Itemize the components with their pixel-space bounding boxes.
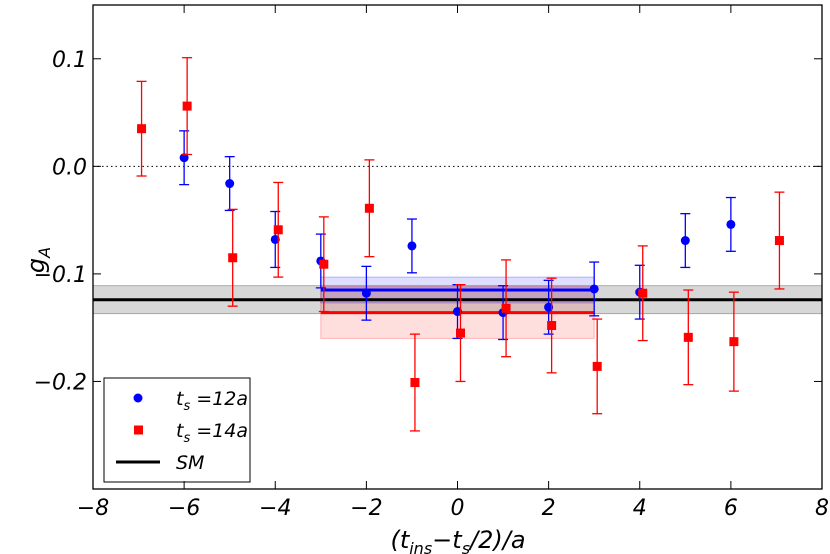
data-point-series-0 — [179, 153, 189, 163]
y-tick-label: −0.1 — [34, 263, 87, 288]
data-point-series-0 — [407, 241, 417, 251]
x-tick-label: −6 — [168, 496, 200, 521]
x-tick-label: −8 — [77, 496, 109, 521]
legend-box — [103, 377, 251, 483]
y-tick-label: −0.2 — [34, 370, 87, 395]
data-point-series-1 — [137, 124, 147, 134]
data-point-series-1 — [364, 203, 374, 213]
x-tick-label: 6 — [724, 496, 738, 521]
data-point-series-1 — [547, 321, 557, 331]
data-point-series-0 — [270, 234, 280, 244]
x-tick-label: 8 — [815, 496, 829, 521]
data-point-series-1 — [592, 361, 602, 371]
data-point-series-0 — [225, 179, 235, 189]
legend-label-sm: SM — [176, 452, 204, 474]
data-point-series-1 — [228, 253, 238, 263]
data-point-series-1 — [501, 303, 511, 313]
legend-label-ts14: ts =14a — [176, 420, 248, 446]
x-tick-label: −2 — [350, 496, 382, 521]
legend-marker-ts12 — [133, 393, 143, 403]
plot-layer — [92, 57, 823, 432]
data-point-series-0 — [544, 302, 554, 312]
y-tick-label: 0.0 — [52, 155, 87, 180]
data-point-series-0 — [726, 219, 736, 229]
data-point-series-0 — [680, 236, 690, 246]
data-point-series-1 — [774, 236, 784, 246]
data-point-series-1 — [273, 225, 283, 235]
data-point-series-1 — [182, 101, 192, 111]
legend-marker-ts14 — [134, 425, 143, 435]
data-point-series-1 — [410, 378, 420, 388]
axis-ticks: −8 −6 −4 −2 0 2 4 6 8 0.1 0.0 −0.1 −0.2 — [34, 5, 829, 521]
y-axis-label: gA — [22, 247, 54, 273]
y-axis-label-main: gA — [22, 247, 54, 273]
x-tick-label: −4 — [259, 496, 291, 521]
x-tick-label: 2 — [542, 496, 556, 521]
x-tick-label: 4 — [633, 496, 647, 521]
y-tick-label: 0.1 — [52, 48, 87, 73]
data-point-series-0 — [361, 288, 371, 298]
x-tick-label: 0 — [451, 496, 465, 521]
data-point-series-1 — [729, 337, 739, 347]
data-point-series-1 — [319, 259, 329, 269]
legend-label-ts12: ts =12a — [176, 388, 248, 414]
data-point-series-1 — [456, 328, 465, 338]
data-point-series-0 — [589, 284, 599, 294]
data-point-series-0 — [453, 307, 462, 317]
data-point-series-1 — [683, 332, 693, 342]
legend: ts =12a ts =14a SM — [103, 377, 251, 483]
data-point-series-1 — [638, 288, 648, 298]
x-axis-label: (tins−ts/2)/a — [390, 526, 525, 554]
